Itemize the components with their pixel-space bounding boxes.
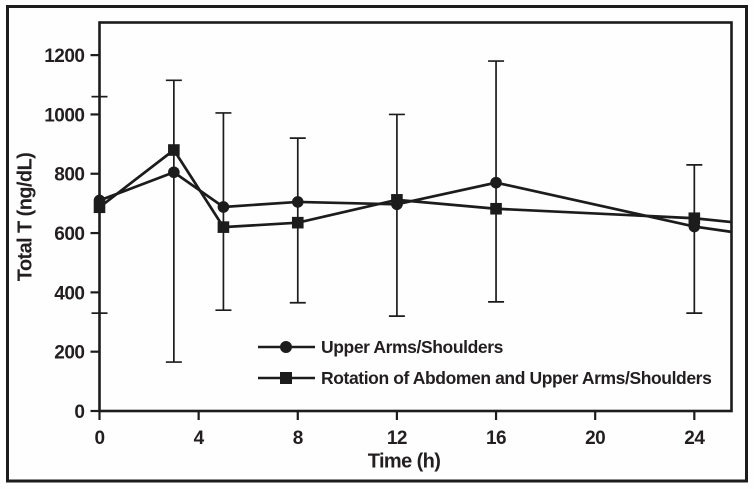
data-point-square	[217, 221, 230, 233]
series-line-circle	[99, 170, 732, 234]
x-tick-label: 20	[585, 428, 605, 449]
y-axis-title: Total T (ng/dL)	[14, 152, 37, 282]
legend: Upper Arms/Shoulders Rotation of Abdomen…	[258, 336, 712, 389]
x-tick-label: 0	[94, 428, 104, 449]
legend-label-upper-arms: Upper Arms/Shoulders	[321, 336, 503, 357]
data-point-circle	[490, 176, 502, 189]
y-tick-label: 800	[54, 165, 84, 186]
x-axis-title: Time (h)	[367, 450, 441, 473]
legend-item-rotation: Rotation of Abdomen and Upper Arms/Shoul…	[258, 367, 712, 389]
y-tick-label: 0	[74, 402, 84, 423]
y-tick-label: 1000	[44, 105, 84, 126]
x-tick-label: 4	[194, 428, 205, 449]
data-point-circle	[217, 201, 230, 213]
data-point-square	[688, 212, 701, 225]
data-point-square	[93, 201, 106, 214]
x-tick-label: 12	[387, 428, 407, 449]
data-point-square	[490, 202, 502, 215]
data-point-circle	[168, 166, 180, 179]
data-point-square	[391, 194, 403, 206]
x-tick-label: 8	[293, 428, 303, 449]
x-tick-label: 24	[684, 428, 705, 449]
circle-series-marker-icon	[258, 341, 315, 353]
y-tick-label: 600	[54, 224, 84, 245]
y-tick-label: 400	[54, 283, 84, 304]
legend-label-rotation: Rotation of Abdomen and Upper Arms/Shoul…	[321, 367, 712, 388]
figure-frame	[6, 5, 748, 483]
legend-item-upper-arms: Upper Arms/Shoulders	[258, 336, 711, 358]
data-point-square	[291, 216, 304, 229]
series-line-square	[98, 148, 732, 229]
y-tick-label: 1200	[44, 46, 84, 67]
data-point-circle	[291, 196, 304, 208]
y-tick-label: 200	[54, 343, 84, 364]
x-tick-label: 16	[486, 428, 506, 449]
data-point-square	[168, 144, 180, 156]
square-series-marker-icon	[258, 372, 315, 384]
